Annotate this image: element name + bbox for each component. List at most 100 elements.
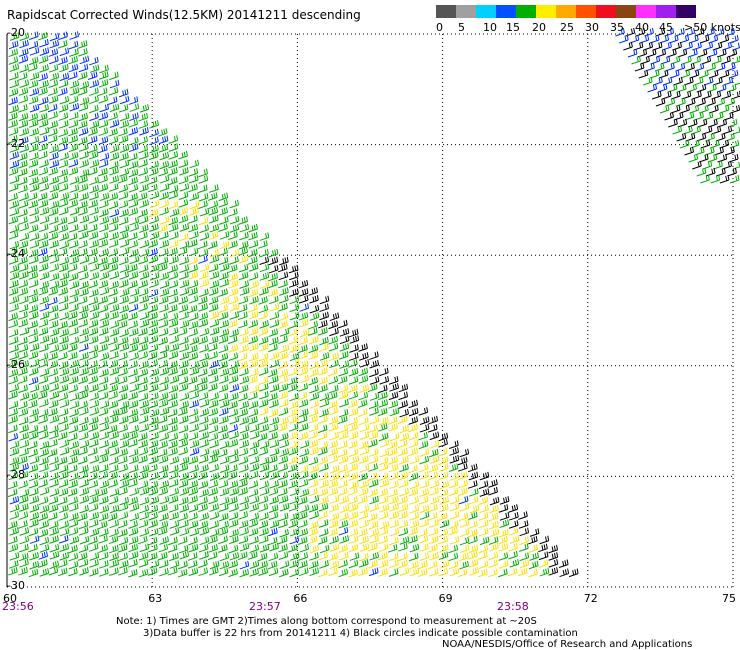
wind-barb — [109, 431, 119, 440]
wind-barb — [318, 376, 328, 385]
wind-barb — [28, 367, 39, 376]
wind-barb — [159, 367, 170, 376]
wind-barb — [238, 384, 249, 394]
legend-swatch — [636, 5, 656, 18]
wind-barb — [469, 567, 479, 576]
wind-barb — [249, 431, 260, 440]
wind-barb — [229, 392, 239, 402]
wind-barb — [319, 463, 329, 472]
wind-barb — [28, 351, 39, 360]
wind-barb — [338, 526, 349, 536]
wind-barb — [109, 160, 119, 170]
wind-barb — [139, 271, 150, 280]
wind-barb — [259, 512, 269, 521]
wind-barb — [228, 231, 238, 240]
wind-barb — [87, 223, 98, 233]
wind-barb — [128, 472, 138, 481]
wind-barb — [88, 439, 99, 448]
wind-barb — [38, 471, 49, 480]
wind-barb — [157, 415, 168, 424]
wind-barb — [188, 247, 199, 257]
wind-barb — [138, 392, 149, 402]
wind-barb — [209, 327, 220, 336]
wind-barb — [28, 224, 39, 233]
wind-barb — [208, 432, 219, 442]
wind-barb — [468, 520, 478, 529]
wind-barb — [468, 535, 478, 545]
wind-barb — [229, 248, 240, 258]
wind-barb — [48, 231, 59, 241]
wind-barb — [706, 97, 716, 107]
wind-barb — [168, 424, 178, 434]
wind-barb — [89, 568, 99, 577]
wind-barb — [717, 118, 728, 128]
wind-barb — [258, 336, 269, 345]
wind-barb — [28, 279, 39, 288]
wind-barb — [198, 480, 209, 490]
wind-barb — [89, 495, 99, 505]
wind-barb — [409, 543, 420, 553]
wind-barb — [19, 535, 30, 545]
wind-barb — [528, 568, 538, 578]
wind-barb — [8, 127, 19, 136]
wind-barb — [726, 62, 736, 72]
wind-barb — [218, 223, 228, 232]
wind-barb — [369, 351, 379, 360]
wind-barb — [428, 527, 439, 537]
wind-barb — [238, 247, 248, 256]
wind-barb — [218, 247, 228, 257]
wind-barb — [68, 40, 79, 50]
wind-barb — [328, 455, 338, 464]
wind-barb — [138, 151, 149, 160]
wind-barb — [168, 280, 179, 289]
wind-barb — [119, 152, 129, 161]
wind-barb — [208, 399, 219, 409]
wind-barb — [88, 335, 99, 345]
wind-barb — [168, 471, 179, 480]
wind-barb — [28, 480, 39, 489]
wind-barb — [199, 278, 210, 288]
wind-barb — [89, 120, 100, 130]
wind-barb — [18, 343, 29, 353]
wind-barb — [38, 479, 48, 488]
wind-barb — [308, 344, 319, 354]
wind-barb — [665, 97, 676, 107]
wind-barb — [219, 240, 230, 250]
wind-barb — [229, 215, 240, 225]
wind-barb — [17, 455, 28, 465]
wind-barb — [389, 432, 400, 442]
wind-barb — [98, 343, 108, 353]
wind-barb — [87, 447, 98, 456]
wind-barb — [158, 144, 169, 153]
note-line-1: Note: 1) Times are GMT 2)Times along bot… — [116, 616, 537, 627]
wind-barb — [78, 520, 89, 530]
wind-barb — [19, 432, 29, 441]
wind-barb — [28, 527, 39, 537]
wind-barb — [338, 519, 349, 529]
wind-barb — [279, 528, 289, 538]
wind-barb — [148, 480, 159, 490]
wind-barb — [499, 512, 510, 521]
wind-barb — [287, 463, 298, 473]
wind-barb — [268, 431, 278, 441]
wind-barb — [229, 256, 239, 265]
wind-barb — [188, 168, 199, 177]
wind-barb — [228, 208, 238, 217]
wind-barb — [108, 263, 119, 273]
wind-barb — [9, 32, 20, 41]
wind-barb — [118, 88, 129, 98]
wind-barb — [79, 96, 90, 106]
wind-barb — [478, 560, 489, 569]
wind-barb — [449, 502, 460, 512]
wind-barb — [29, 207, 40, 217]
wind-barb — [99, 64, 109, 74]
wind-barb — [379, 367, 389, 377]
wind-barb — [278, 512, 289, 522]
wind-barb — [108, 288, 118, 297]
wind-barb — [139, 104, 150, 113]
wind-barb — [218, 256, 229, 266]
wind-barb — [619, 34, 629, 44]
wind-barb — [339, 351, 349, 360]
wind-barb — [98, 256, 108, 266]
